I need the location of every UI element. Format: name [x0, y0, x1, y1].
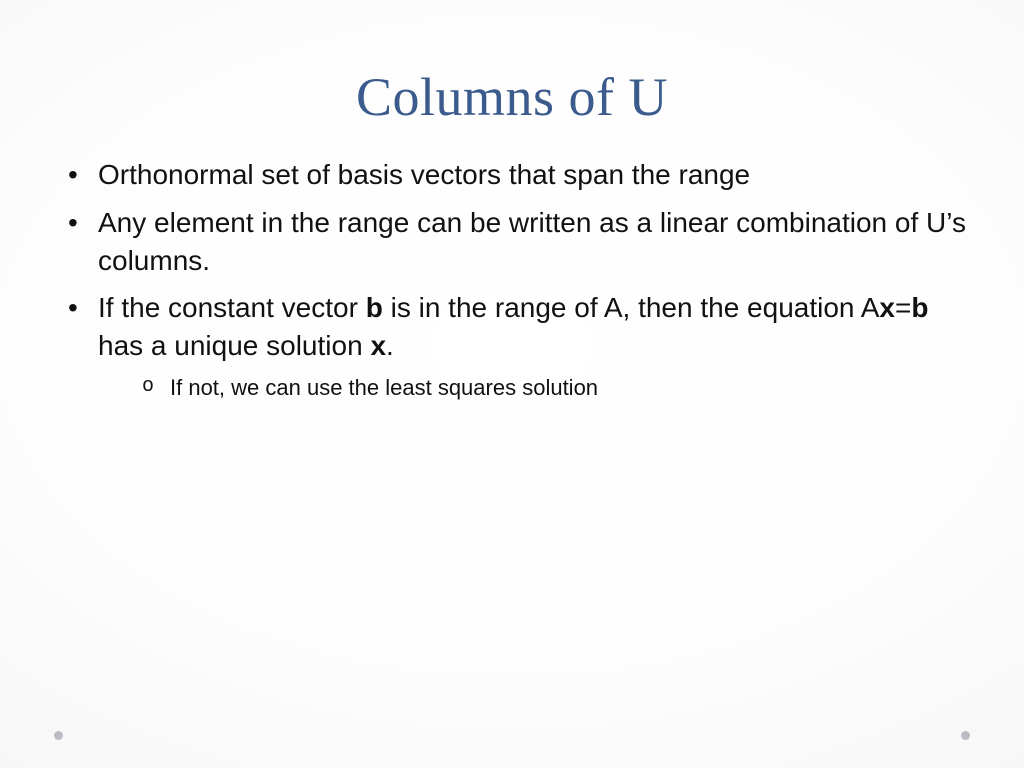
decorative-dot-right-icon	[961, 731, 970, 740]
bullet-3: If the constant vector b is in the range…	[54, 289, 970, 402]
slide: Columns of U Orthonormal set of basis ve…	[0, 0, 1024, 768]
bullet-3-text-2: is in the range of A, then the equation …	[383, 292, 880, 323]
bullet-3-bold-x2: x	[370, 330, 386, 361]
bullet-list: Orthonormal set of basis vectors that sp…	[54, 156, 970, 403]
bullet-3-text-1: If the constant vector	[98, 292, 366, 323]
slide-content: Orthonormal set of basis vectors that sp…	[54, 156, 970, 403]
slide-title: Columns of U	[0, 0, 1024, 128]
bullet-3-text-4: has a unique solution	[98, 330, 370, 361]
bullet-3-bold-b2: b	[911, 292, 928, 323]
bullet-1: Orthonormal set of basis vectors that sp…	[54, 156, 970, 194]
bullet-3-text-3: =	[895, 292, 911, 323]
bullet-3-bold-b: b	[366, 292, 383, 323]
decorative-dot-left-icon	[54, 731, 63, 740]
sub-bullet-list: If not, we can use the least squares sol…	[98, 373, 970, 403]
bullet-3-bold-x: x	[879, 292, 895, 323]
bullet-3-text-5: .	[386, 330, 394, 361]
sub-bullet-1: If not, we can use the least squares sol…	[98, 373, 970, 403]
bullet-2: Any element in the range can be written …	[54, 204, 970, 280]
